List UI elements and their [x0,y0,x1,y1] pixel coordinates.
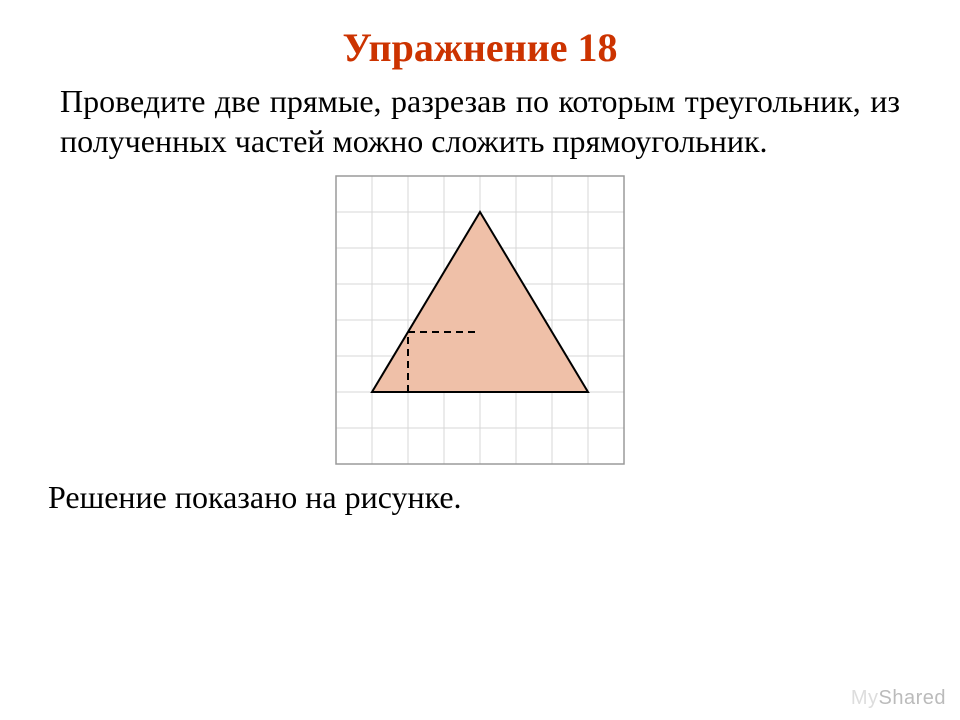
solution-caption: Решение показано на рисунке. [0,465,960,516]
problem-statement: Проведите две прямые, разрезав по которы… [0,71,960,161]
watermark-part1: My [851,687,879,709]
figure-container [0,175,960,465]
page-title: Упражнение 18 [0,0,960,71]
watermark-part2: Shared [879,687,947,709]
watermark: MyShared [851,687,946,710]
triangle-grid-figure [335,175,625,465]
